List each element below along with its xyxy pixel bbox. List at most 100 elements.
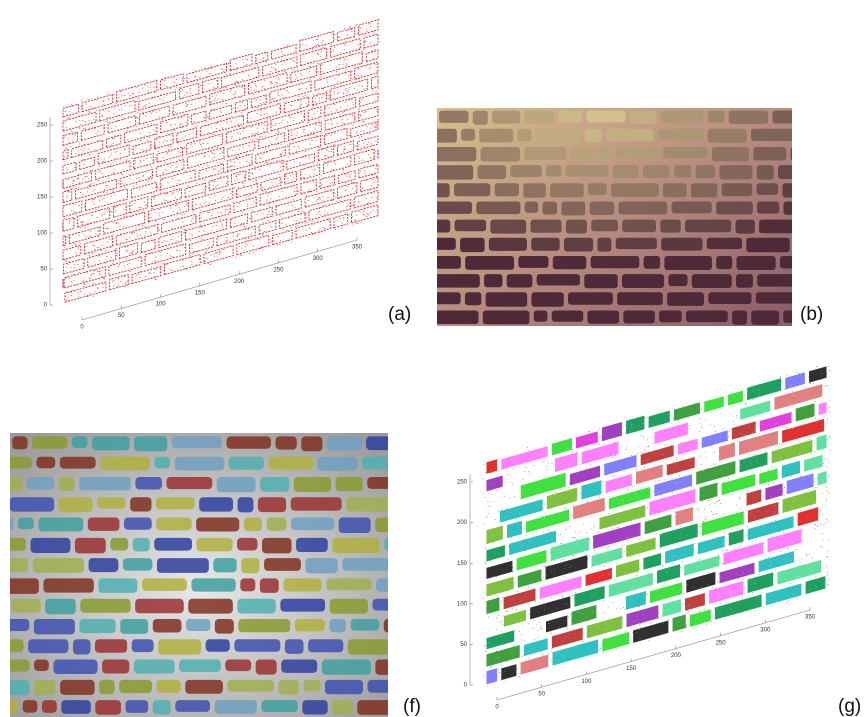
segment (342, 558, 393, 571)
segment (256, 660, 277, 675)
brick (536, 129, 581, 142)
brick (685, 220, 731, 233)
brick-edge (157, 147, 182, 162)
brick-edge (156, 160, 184, 177)
y-tick-label: 150 (457, 561, 468, 567)
brick (584, 274, 617, 288)
y-tick-label: 100 (37, 231, 48, 237)
segment (486, 645, 519, 667)
brick-edge (80, 157, 95, 169)
brick (791, 147, 823, 161)
brick (473, 111, 488, 125)
brick (753, 147, 786, 161)
segment (157, 680, 181, 693)
segment (28, 639, 68, 653)
segment (665, 544, 694, 564)
brick (597, 238, 611, 252)
segment (61, 700, 90, 714)
segment (486, 526, 502, 544)
segment (237, 538, 257, 551)
segment (291, 518, 334, 531)
segment (728, 391, 743, 406)
segment (357, 700, 398, 715)
brick (597, 147, 611, 161)
segment (72, 436, 88, 448)
brick-edge (271, 111, 304, 131)
segment (329, 619, 346, 632)
brick (484, 274, 502, 287)
brick-edge (88, 250, 116, 267)
brick (772, 111, 805, 124)
segment (348, 639, 395, 655)
y-tick-label: 150 (37, 195, 48, 201)
segment (572, 605, 597, 625)
segment (186, 619, 210, 631)
segment (690, 609, 711, 626)
brick-edge (289, 136, 321, 155)
x-tick-label: 0 (80, 325, 84, 331)
segment (185, 680, 223, 694)
segment (191, 578, 235, 591)
brick (590, 201, 615, 214)
x-tick-label: 300 (760, 627, 771, 633)
brick (716, 256, 732, 269)
segment (626, 416, 644, 435)
brick-edge (235, 100, 247, 113)
segment (616, 559, 639, 577)
segment (34, 680, 56, 695)
brick-edge (276, 199, 301, 215)
segment (12, 436, 27, 449)
segment (234, 639, 280, 652)
segment (125, 700, 148, 713)
panel-b (423, 108, 839, 326)
brick (712, 147, 749, 161)
brick (716, 201, 753, 214)
segment (486, 545, 504, 561)
segment (486, 630, 514, 649)
segment (120, 619, 148, 634)
segment (30, 538, 70, 553)
segment (79, 619, 115, 633)
brick (439, 111, 468, 123)
segment (32, 436, 67, 448)
brick-edge (359, 164, 378, 178)
segment (153, 700, 171, 714)
brick-edge (63, 190, 72, 203)
segment (766, 583, 802, 605)
brick-edge (355, 62, 378, 79)
segment (673, 614, 686, 631)
brick (550, 183, 584, 197)
segment (197, 538, 233, 552)
segment (0, 477, 22, 491)
brick-edge (139, 106, 169, 124)
segment (102, 660, 129, 674)
segment (686, 572, 715, 593)
brick-edge (63, 201, 82, 217)
segment (154, 457, 170, 469)
segment (627, 605, 659, 627)
brick (432, 201, 472, 213)
x-tick-label: 350 (805, 615, 816, 621)
brick-edge (296, 219, 330, 239)
brick-edge (308, 107, 321, 121)
segment (641, 445, 674, 465)
segment (38, 518, 83, 532)
segment (724, 542, 764, 565)
brick (481, 147, 520, 162)
brick-edge (82, 94, 113, 111)
brick-edge (63, 150, 68, 160)
brick (686, 310, 728, 322)
segment (518, 569, 542, 587)
segment (267, 518, 287, 531)
segment (657, 564, 680, 583)
segment (722, 474, 756, 495)
segment (18, 518, 34, 530)
brick (674, 165, 691, 178)
segment (530, 596, 570, 619)
segment (0, 639, 24, 652)
segment (486, 597, 499, 614)
brick-edge (355, 149, 374, 165)
segment (817, 434, 827, 450)
brick-edge (334, 214, 348, 228)
brick-edge (185, 219, 226, 240)
